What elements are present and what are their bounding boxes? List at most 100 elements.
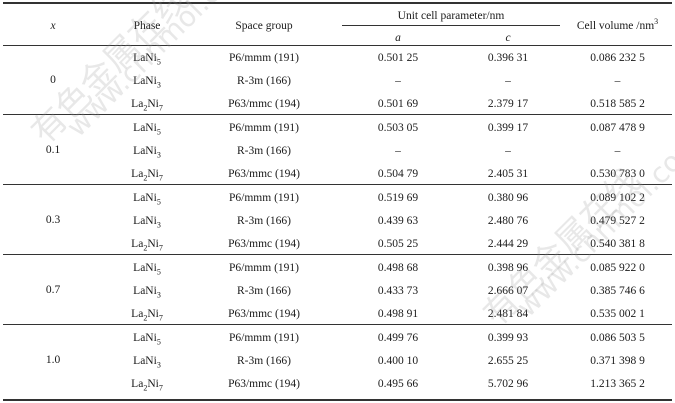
space-group-cell: R-3m (166) xyxy=(237,355,291,367)
a-value-cell: 0.501 69 xyxy=(377,98,419,110)
phase-sub: 3 xyxy=(156,150,161,160)
space-group-cell: P6/mmm (191) xyxy=(229,262,299,274)
phase-base: LaNi xyxy=(133,122,157,134)
phase-sub: 3 xyxy=(156,220,161,230)
space-group-cell: P6/mmm (191) xyxy=(229,52,299,64)
phase-base: Ni xyxy=(147,168,159,180)
phase-cell: LaNi3 xyxy=(106,74,188,90)
phase-prefix: La xyxy=(131,378,144,390)
phase-base: LaNi xyxy=(133,355,157,367)
space-group-cell: P63/mmc (194) xyxy=(228,98,300,110)
phase-prefix: La xyxy=(131,98,144,110)
space-group-cell: R-3m (166) xyxy=(237,75,291,87)
phase-prefix-sub: 2 xyxy=(143,243,148,253)
a-value-cell: 0.504 79 xyxy=(377,168,419,180)
a-value-cell: 0.519 69 xyxy=(377,192,419,204)
phase-sub: 5 xyxy=(156,337,161,347)
c-value-cell: 5.702 96 xyxy=(487,378,529,390)
header-cell-volume-sup: 3 xyxy=(654,17,659,27)
x-value: 1.0 xyxy=(45,354,61,366)
phase-sub: 3 xyxy=(156,290,161,300)
space-group-cell: P6/mmm (191) xyxy=(229,332,299,344)
volume-cell: 0.086 503 5 xyxy=(590,332,645,344)
phase-prefix: La xyxy=(131,238,144,250)
x-value: 0 xyxy=(50,74,56,86)
phase-sub: 3 xyxy=(156,360,161,370)
header-rule xyxy=(3,45,672,46)
phase-base: Ni xyxy=(147,238,159,250)
phase-prefix-sub: 2 xyxy=(143,103,148,113)
volume-cell: 0.371 398 9 xyxy=(590,355,645,367)
phase-prefix: La xyxy=(131,168,144,180)
c-value-cell: 0.396 31 xyxy=(487,52,529,64)
a-value-cell: 0.505 25 xyxy=(377,238,419,250)
a-value-cell: – xyxy=(395,145,401,157)
a-value-cell: 0.495 66 xyxy=(377,378,419,390)
phase-cell: La2Ni7 xyxy=(106,97,188,113)
phase-base: LaNi xyxy=(133,332,157,344)
c-value-cell: 0.380 96 xyxy=(487,192,529,204)
c-value-cell: 2.480 76 xyxy=(487,215,529,227)
phase-sub: 3 xyxy=(156,80,161,90)
phase-cell: LaNi5 xyxy=(106,331,188,347)
space-group-cell: P63/mmc (194) xyxy=(228,168,300,180)
c-value-cell: 2.444 29 xyxy=(487,238,529,250)
header-cell-volume: Cell volume /nm3 xyxy=(560,17,675,33)
space-group-cell: R-3m (166) xyxy=(237,285,291,297)
phase-base: LaNi xyxy=(133,192,157,204)
phase-sub: 7 xyxy=(158,313,163,323)
phase-sub: 5 xyxy=(156,57,161,67)
unit-cell-subrule xyxy=(342,25,560,26)
space-group-cell: P63/mmc (194) xyxy=(228,378,300,390)
space-group-cell: P63/mmc (194) xyxy=(228,238,300,250)
a-value-cell: 0.498 68 xyxy=(377,262,419,274)
header-x: x xyxy=(50,20,56,32)
c-value-cell: 0.399 17 xyxy=(487,122,529,134)
phase-base: LaNi xyxy=(133,285,157,297)
a-value-cell: 0.501 25 xyxy=(377,52,419,64)
phase-base: LaNi xyxy=(133,145,157,157)
phase-base: LaNi xyxy=(133,75,157,87)
phase-sub: 7 xyxy=(158,103,163,113)
c-value-cell: 2.405 31 xyxy=(487,168,529,180)
volume-cell: 0.479 527 2 xyxy=(590,215,645,227)
volume-cell: – xyxy=(614,75,621,87)
c-value-cell: 2.666 07 xyxy=(487,285,529,297)
a-value-cell: 0.439 63 xyxy=(377,215,419,227)
phase-prefix-sub: 2 xyxy=(143,173,148,183)
phase-cell: La2Ni7 xyxy=(106,237,188,253)
phase-sub: 5 xyxy=(156,197,161,207)
c-value-cell: 2.655 25 xyxy=(487,355,529,367)
c-value-cell: – xyxy=(505,75,511,87)
phase-cell: LaNi3 xyxy=(106,284,188,300)
volume-cell: – xyxy=(614,145,621,157)
space-group-cell: R-3m (166) xyxy=(237,215,291,227)
group-rule xyxy=(3,184,672,185)
space-group-cell: P6/mmm (191) xyxy=(229,122,299,134)
header-c: c xyxy=(505,32,511,44)
header-a: a xyxy=(395,32,401,44)
group-rule xyxy=(3,114,672,115)
volume-cell: 0.087 478 9 xyxy=(590,122,645,134)
c-value-cell: 0.399 93 xyxy=(487,332,529,344)
group-rule xyxy=(3,254,672,255)
a-value-cell: 0.433 73 xyxy=(377,285,419,297)
a-value-cell: 0.499 76 xyxy=(377,332,419,344)
phase-cell: LaNi5 xyxy=(106,51,188,67)
space-group-cell: P63/mmc (194) xyxy=(228,308,300,320)
c-value-cell: 0.398 96 xyxy=(487,262,529,274)
phase-sub: 7 xyxy=(158,383,163,393)
phase-base: LaNi xyxy=(133,215,157,227)
phase-cell: LaNi5 xyxy=(106,261,188,276)
top-rule xyxy=(3,2,672,4)
header-cell-volume-text: Cell volume /nm xyxy=(576,20,655,32)
volume-cell: 1.213 365 2 xyxy=(590,378,645,390)
a-value-cell: 0.503 05 xyxy=(377,122,419,134)
phase-cell: LaNi5 xyxy=(106,121,188,136)
x-value: 0.7 xyxy=(45,284,61,296)
c-value-cell: 2.379 17 xyxy=(487,98,529,110)
space-group-cell: R-3m (166) xyxy=(237,145,291,157)
phase-cell: LaNi5 xyxy=(106,191,188,207)
phase-sub: 7 xyxy=(158,243,163,253)
